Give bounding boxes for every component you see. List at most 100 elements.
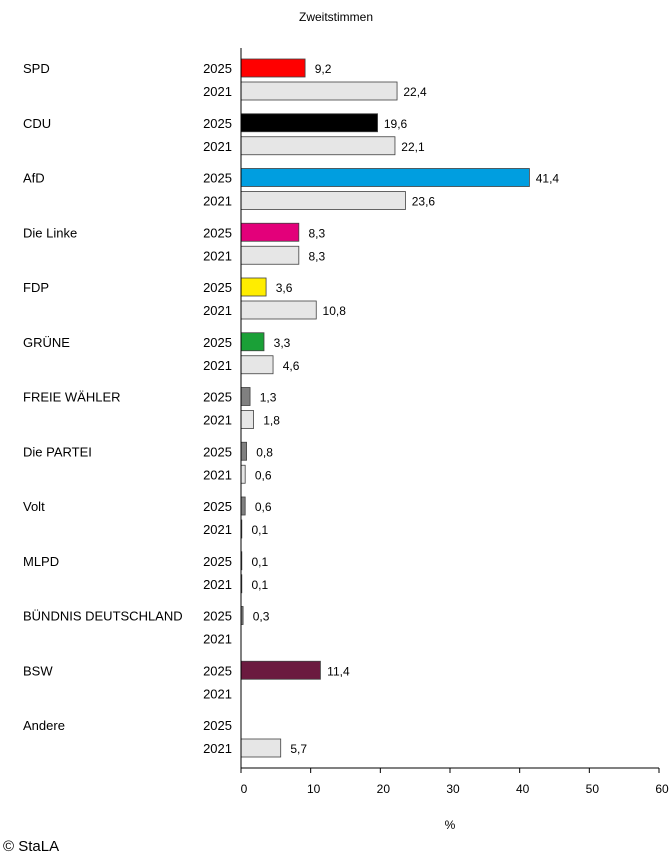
data-label: 4,6 (283, 359, 300, 373)
year-label: 2021 (203, 686, 232, 701)
party-label: BÜNDNIS DEUTSCHLAND (23, 609, 183, 624)
bar-2021 (240, 136, 396, 156)
year-label: 2021 (203, 577, 232, 592)
party-label: Volt (23, 499, 45, 514)
party-label: BSW (23, 663, 53, 678)
data-label: 22,1 (401, 140, 425, 154)
bar-2025 (240, 496, 246, 516)
bar-2025 (240, 660, 321, 680)
data-label: 11,4 (327, 664, 350, 678)
year-label: 2025 (203, 499, 232, 514)
party-group: GRÜNE 2025 3,3 2021 4,6 (23, 332, 300, 375)
year-label: 2021 (203, 194, 232, 209)
year-label: 2021 (203, 139, 232, 154)
year-label: 2021 (203, 467, 232, 482)
party-label: MLPD (23, 554, 59, 569)
bar-2021 (240, 81, 398, 101)
data-label: 0,1 (251, 523, 268, 537)
party-group: FDP 2025 3,6 2021 10,8 (23, 277, 347, 320)
data-label: 3,3 (274, 336, 291, 350)
bar-2021 (240, 245, 300, 265)
data-label: 0,6 (255, 500, 272, 514)
year-label: 2021 (203, 248, 232, 263)
x-axis: 0 10 20 30 40 50 60 (240, 48, 669, 796)
party-label: FDP (23, 280, 49, 295)
party-group: MLPD 2025 0,1 2021 0,1 (23, 551, 268, 594)
bar-2021 (240, 464, 246, 484)
x-tick-label: 50 (586, 782, 600, 796)
bar-2025 (240, 113, 378, 133)
data-label: 8,3 (308, 226, 325, 240)
party-label: GRÜNE (23, 335, 70, 350)
party-group: CDU 2025 19,6 2021 22,1 (23, 113, 425, 156)
year-label: 2025 (203, 663, 232, 678)
bar-2025 (240, 277, 267, 297)
x-tick-label: 40 (516, 782, 530, 796)
data-label: 0,3 (253, 610, 270, 624)
party-label: AfD (23, 171, 45, 186)
year-label: 2025 (203, 718, 232, 733)
x-axis-label: % (445, 818, 456, 832)
year-label: 2025 (203, 171, 232, 186)
copyright-text: © StaLA (3, 838, 60, 855)
party-group: Volt 2025 0,6 2021 0,1 (23, 496, 272, 539)
party-group: BSW 2025 11,4 2021 (23, 660, 350, 701)
party-label: SPD (23, 61, 50, 76)
party-group: SPD 2025 9,2 2021 22,4 (23, 58, 427, 101)
year-label: 2021 (203, 413, 232, 428)
x-tick-label: 60 (655, 782, 669, 796)
bar-2021 (240, 191, 406, 210)
data-label: 1,3 (260, 391, 277, 405)
data-label: 0,1 (251, 555, 268, 569)
party-group: AfD 2025 41,4 2021 23,6 (23, 168, 560, 210)
bar-2021 (240, 738, 282, 758)
party-label: FREIE WÄHLER (23, 390, 121, 405)
bar-2025 (240, 58, 306, 78)
party-group: Die PARTEI 2025 0,8 2021 0,6 (23, 441, 273, 484)
x-tick-label: 0 (241, 782, 248, 796)
bar-2021 (240, 410, 254, 429)
bar-2025 (240, 441, 247, 461)
year-label: 2021 (203, 741, 232, 756)
chart-title: Zweitstimmen (299, 10, 373, 24)
year-label: 2025 (203, 335, 232, 350)
party-label: Die Linke (23, 225, 77, 240)
data-label: 0,8 (256, 445, 273, 459)
party-label: Die PARTEI (23, 444, 92, 459)
x-tick-label: 10 (307, 782, 321, 796)
party-label: Andere (23, 718, 65, 733)
party-group: Andere 2025 2021 5,7 (23, 718, 307, 758)
year-label: 2021 (203, 522, 232, 537)
x-tick-label: 30 (446, 782, 460, 796)
bars-layer: SPD 2025 9,2 2021 22,4 CDU 2025 19,6 2021 22,1 AfD… (23, 58, 560, 758)
party-group: FREIE WÄHLER 2025 1,3 2021 1,8 (23, 387, 280, 429)
data-label: 41,4 (536, 172, 560, 186)
data-label: 9,2 (315, 62, 332, 76)
data-label: 10,8 (323, 304, 347, 318)
year-label: 2021 (203, 632, 232, 647)
party-group: Die Linke 2025 8,3 2021 8,3 (23, 222, 325, 265)
year-label: 2025 (203, 225, 232, 240)
year-label: 2025 (203, 280, 232, 295)
party-group: BÜNDNIS DEUTSCHLAND 2025 0,3 2021 (23, 606, 270, 647)
data-label: 23,6 (412, 195, 436, 209)
year-label: 2025 (203, 609, 232, 624)
year-label: 2025 (203, 554, 232, 569)
year-label: 2025 (203, 390, 232, 405)
party-label: CDU (23, 116, 51, 131)
bar-2021 (240, 355, 274, 375)
data-label: 0,1 (251, 578, 268, 592)
year-label: 2025 (203, 61, 232, 76)
data-label: 0,6 (255, 468, 272, 482)
year-label: 2021 (203, 84, 232, 99)
data-label: 5,7 (290, 742, 307, 756)
year-label: 2025 (203, 116, 232, 131)
x-tick-label: 20 (377, 782, 391, 796)
bar-2025 (240, 168, 530, 187)
data-label: 3,6 (276, 281, 293, 295)
year-label: 2025 (203, 444, 232, 459)
year-label: 2021 (203, 303, 232, 318)
bar-2025 (240, 387, 251, 406)
bar-2021 (240, 300, 317, 320)
